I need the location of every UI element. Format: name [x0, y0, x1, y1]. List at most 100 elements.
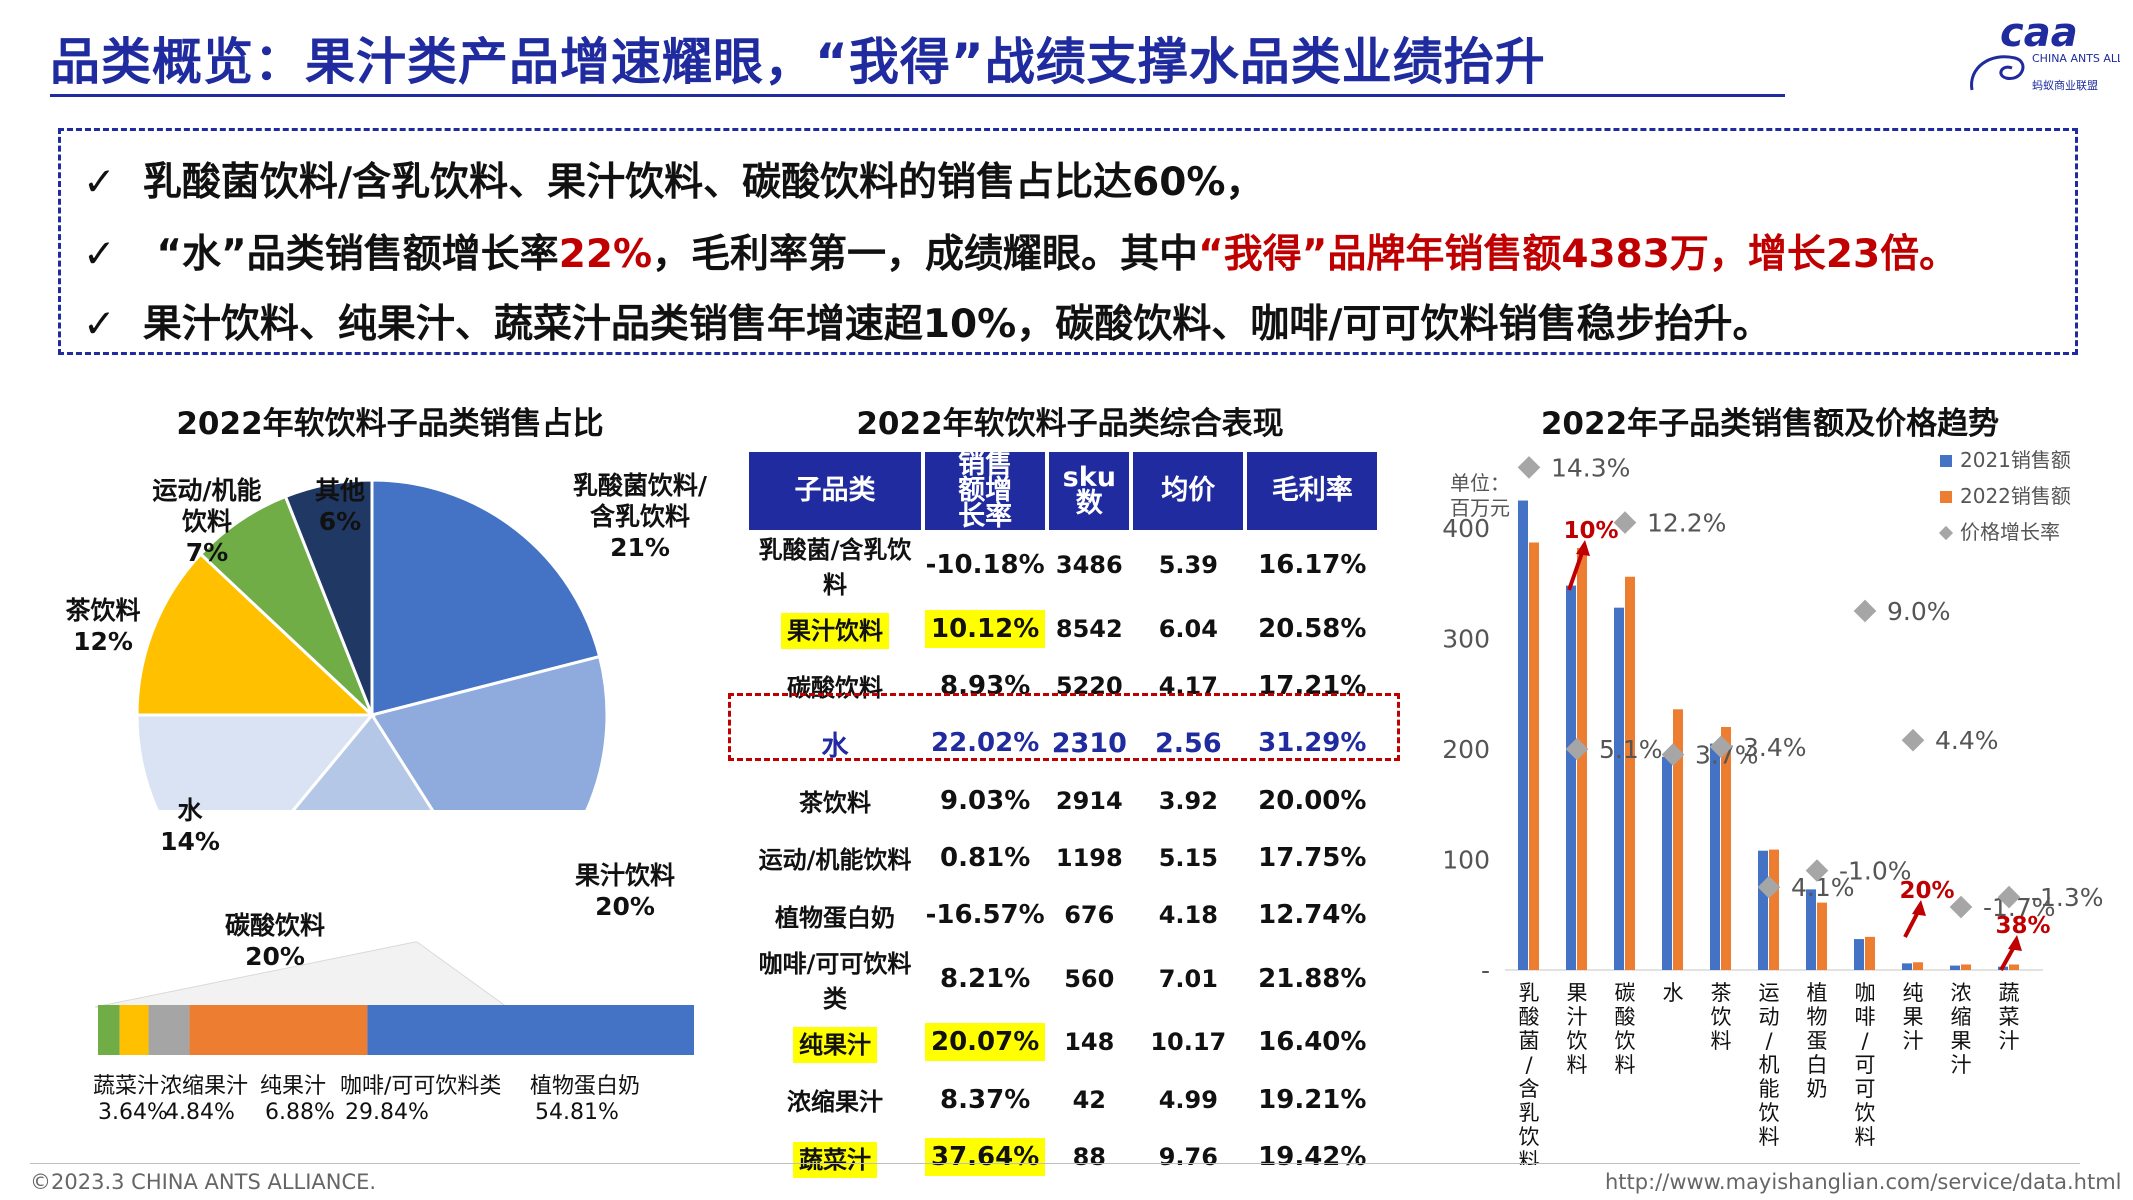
x-category-label: 酸 — [1519, 1005, 1540, 1029]
table-row: 乳酸菌/含乳饮料 -10.18% 3486 5.39 16.17% — [749, 530, 1377, 600]
footer-url[interactable]: http://www.mayishanglian.com/service/dat… — [1605, 1170, 2122, 1194]
footer-divider — [30, 1163, 2080, 1164]
table-cell: 乳酸菌/含乳饮料 — [758, 536, 912, 599]
table-cell: 纯果汁 — [749, 1014, 921, 1071]
x-category-label: 蔬 — [1999, 981, 2020, 1005]
x-category-label: 水 — [1663, 981, 1684, 1005]
x-category-label: 动 — [1759, 1005, 1780, 1029]
table-cell: 0.81% — [940, 842, 1031, 873]
bar-2021 — [1566, 585, 1576, 970]
col-header-price: 均价 — [1133, 452, 1244, 530]
table-cell: 2914 — [1055, 786, 1123, 815]
col-header-margin: 毛利率 — [1247, 452, 1378, 530]
table-cell: 19.42% — [1258, 1142, 1367, 1173]
x-category-label: / — [1861, 1029, 1869, 1053]
unit-label: 百万元 — [1450, 496, 1510, 520]
bar-2021 — [1950, 965, 1960, 970]
bar-2021 — [1806, 889, 1816, 970]
x-category-label: 浓 — [1951, 981, 1972, 1005]
price-growth-marker — [1901, 728, 1925, 752]
stack-segment — [148, 1005, 190, 1055]
bar-2022 — [1913, 962, 1923, 970]
table-row: 果汁饮料 10.12% 8542 6.04 20.58% — [749, 600, 1377, 657]
stack-segment-value: 3.64% — [98, 1100, 168, 1125]
table-row: 蔬菜汁 37.64% 88 9.76 19.42% — [749, 1128, 1377, 1185]
summary-text-2a: “水”品类销售额增长率 — [156, 232, 559, 277]
table-cell: -16.57% — [925, 900, 1045, 931]
table-cell: 8.37% — [940, 1084, 1031, 1115]
summary-line-3: ✓ 果汁饮料、纯果汁、蔬菜汁品类销售年增速超10%，碳酸饮料、咖啡/可可饮料销售… — [83, 293, 1771, 349]
table-cell: 茶饮料 — [799, 789, 871, 818]
x-category-label: 料 — [1567, 1053, 1588, 1077]
price-growth-marker — [1949, 895, 1973, 919]
x-category-label: 植 — [1807, 981, 1828, 1005]
table-row: 茶饮料 9.03% 2914 3.92 20.00% — [749, 772, 1377, 829]
table-row: 浓缩果汁 8.37% 42 4.99 19.21% — [749, 1071, 1377, 1128]
col-header-category: 子品类 — [749, 452, 921, 530]
x-category-label: 饮 — [1519, 1125, 1540, 1149]
check-icon: ✓ — [83, 160, 116, 205]
caa-logo: caa CHINA ANTS ALLIANCE 蚂蚁商业联盟 — [1960, 10, 2133, 102]
bar-2022 — [1769, 849, 1779, 970]
table-cell: 9.03% — [940, 785, 1031, 816]
bar-2021 — [1854, 939, 1864, 970]
table-cell: 19.21% — [1258, 1084, 1367, 1115]
table-cell: 17.75% — [1258, 842, 1367, 873]
table-cell: 2.56 — [1154, 727, 1222, 759]
stack-segment-label: 咖啡/可可饮料类 — [340, 1074, 502, 1099]
stack-segment-label: 植物蛋白奶 — [530, 1074, 641, 1099]
x-category-label: 纯 — [1903, 981, 1924, 1005]
stack-segment-label: 浓缩果汁 — [160, 1074, 249, 1099]
table-cell: 8542 — [1055, 614, 1123, 643]
x-category-label: 蛋 — [1807, 1029, 1828, 1053]
summary-box: ✓ 乳酸菌饮料/含乳饮料、果汁饮料、碳酸饮料的销售占比达60%， ✓ “水”品类… — [58, 128, 2078, 355]
price-growth-label: 3.4% — [1743, 733, 1807, 762]
x-category-label: 能 — [1759, 1077, 1780, 1101]
breakdown-connector — [95, 941, 509, 1008]
table-cell: 16.40% — [1258, 1027, 1367, 1058]
summary-text-2b: 22% — [558, 232, 653, 277]
table-cell: 31.29% — [1258, 728, 1367, 759]
x-category-label: 缩 — [1951, 1005, 1972, 1029]
table-cell: 88 — [1072, 1143, 1106, 1172]
bar-2022 — [1673, 709, 1683, 970]
legend-label: 2021销售额 — [1960, 448, 2071, 472]
table-cell: 水 — [821, 730, 849, 762]
price-growth-label: 4.4% — [1935, 726, 1999, 755]
summary-text-1: 乳酸菌饮料/含乳饮料、果汁饮料、碳酸饮料的销售占比达60%， — [142, 160, 1265, 205]
x-category-label: 奶 — [1807, 1077, 1828, 1101]
bar-2021 — [1662, 756, 1672, 970]
pie-slice — [370, 478, 602, 717]
table-cell: 42 — [1072, 1085, 1106, 1114]
pie-slice — [135, 713, 376, 810]
table-cell: 16.17% — [1258, 550, 1367, 580]
stack-segment-label: 蔬菜汁 — [93, 1074, 160, 1099]
pie-slice — [369, 654, 609, 810]
x-category-label: 料 — [1519, 1149, 1540, 1165]
table-cell: 3486 — [1055, 551, 1123, 579]
table-cell: 5.39 — [1158, 551, 1218, 579]
bar-2021 — [1710, 743, 1720, 970]
pie-chart — [135, 478, 609, 810]
table-cell: 浓缩果汁 — [787, 1088, 883, 1117]
x-category-label: 饮 — [1615, 1029, 1636, 1053]
table-cell: 4.18 — [1158, 901, 1218, 930]
trend-title: 2022年子品类销售额及价格趋势 — [1540, 406, 2000, 442]
growth-annotation-label: 20% — [1899, 878, 1954, 904]
summary-text-2c: ，毛利率第一，成绩耀眼。其中 — [652, 232, 1199, 277]
water-row-highlight — [728, 693, 1400, 761]
stack-segment-value: 6.88% — [265, 1100, 335, 1125]
table-row: 纯果汁 20.07% 148 10.17 16.40% — [749, 1014, 1377, 1071]
x-category-label: 果 — [1951, 1029, 1972, 1053]
table-cell: 8.21% — [940, 963, 1031, 994]
price-growth-marker — [1805, 859, 1829, 882]
x-category-label: 果 — [1903, 1005, 1924, 1029]
x-category-label: 饮 — [1711, 1005, 1732, 1029]
table-cell: 10.17 — [1150, 1028, 1227, 1057]
table-row: 植物蛋白奶 -16.57% 676 4.18 12.74% — [749, 886, 1377, 943]
bar-2021 — [1758, 850, 1768, 970]
growth-arrow — [1567, 549, 1585, 591]
price-growth-label: 5.1% — [1599, 735, 1663, 764]
legend-swatch — [1940, 491, 1952, 503]
x-category-label: 酸 — [1615, 1005, 1636, 1029]
